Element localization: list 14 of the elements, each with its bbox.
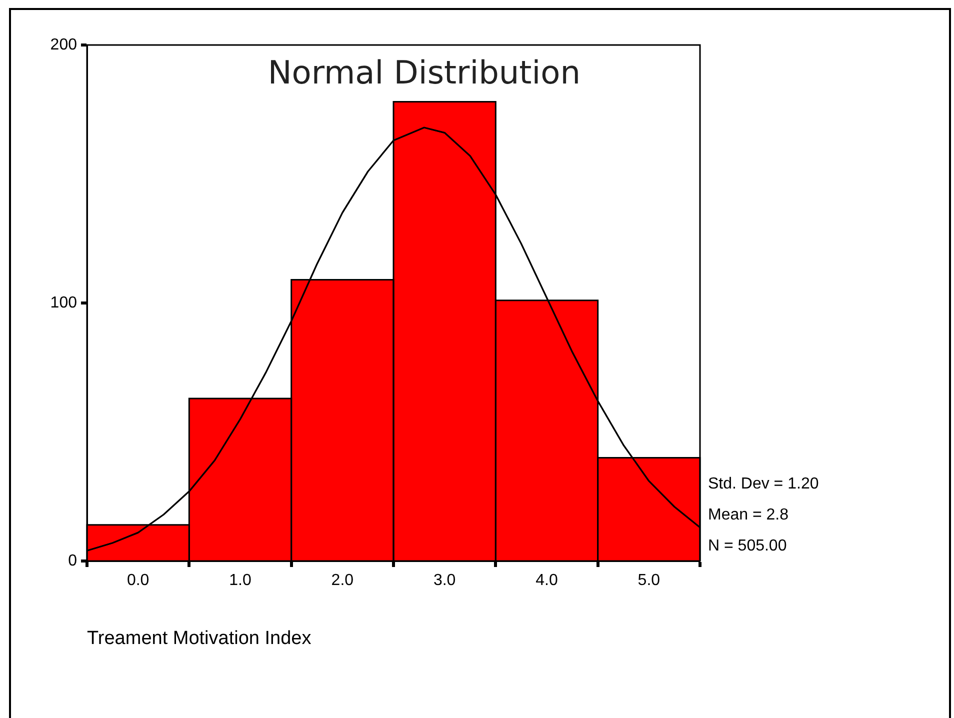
x-axis-title: Treament Motivation Index [87, 628, 312, 649]
x-tick-label: 1.0 [229, 572, 252, 590]
x-tick-label: 4.0 [536, 572, 558, 590]
x-tick-label: 5.0 [638, 572, 660, 590]
x-tick-label: 2.0 [331, 572, 354, 590]
text: Mean = 2.8 [708, 506, 789, 524]
y-tick-label: 0 [68, 552, 78, 570]
y-tick-label: 200 [50, 36, 78, 54]
x-tick-label: 3.0 [433, 572, 456, 590]
text: Std. Dev = 1.20 [708, 475, 819, 492]
y-tick-label: 100 [50, 294, 78, 312]
chart-title: Normal Distribution [268, 53, 580, 92]
text: N = 505.00 [708, 537, 787, 554]
x-tick-label: 0.0 [126, 572, 150, 590]
